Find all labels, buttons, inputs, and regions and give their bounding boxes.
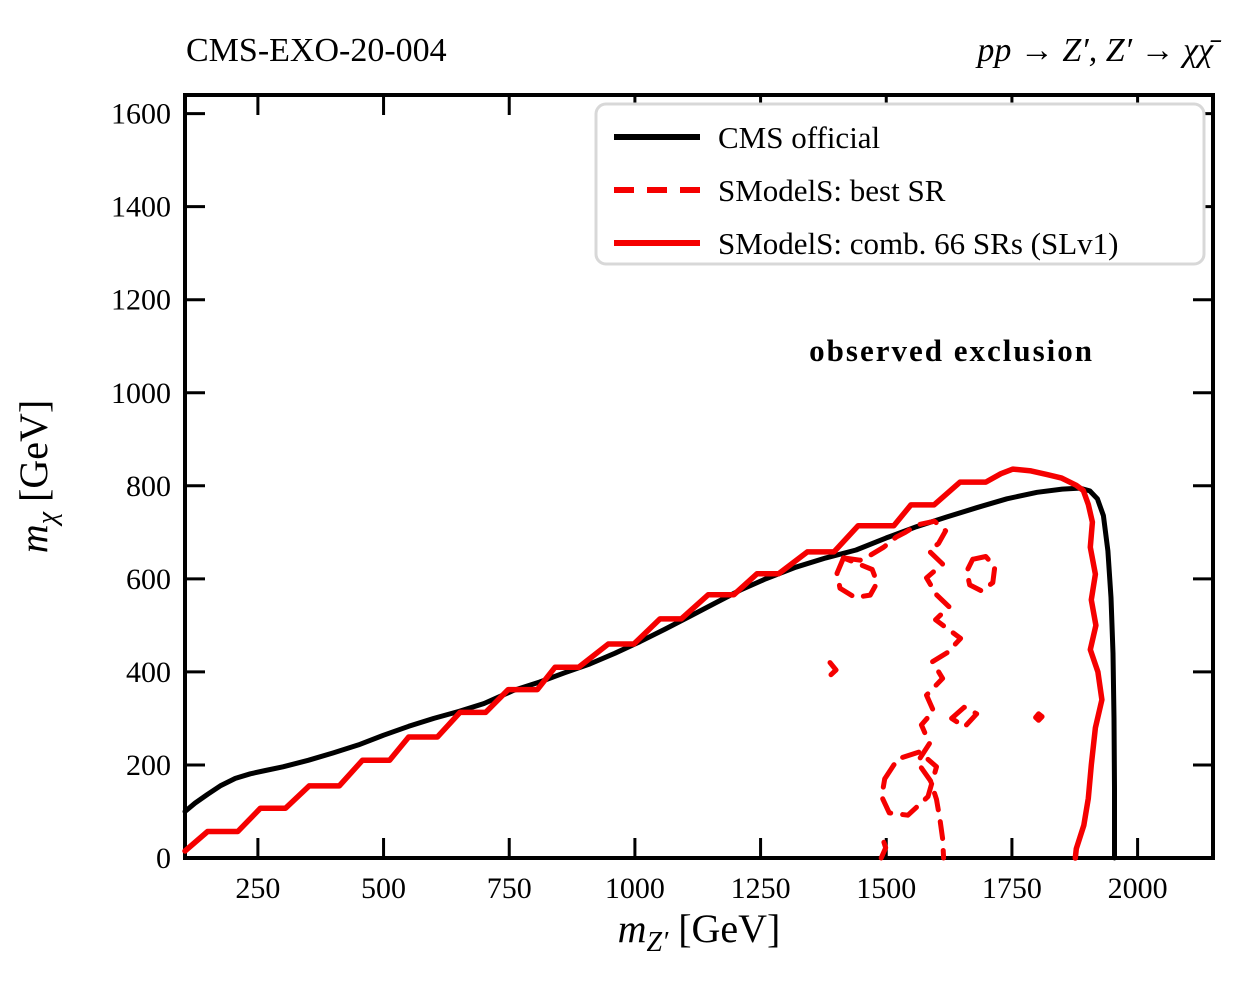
series-1-curve [827, 660, 839, 678]
series-1-curve [879, 749, 939, 818]
y-tick-label: 0 [156, 842, 171, 875]
series-1-curve [1033, 711, 1045, 723]
y-axis-label: mχ [GeV] [11, 400, 63, 553]
legend-label-1: SModelS: best SR [718, 173, 946, 208]
y-tick-label: 200 [126, 749, 171, 782]
x-tick-label: 250 [235, 872, 280, 905]
series-0-curve [182, 485, 1117, 861]
y-tick-label: 1000 [111, 377, 171, 410]
x-tick-label: 1750 [982, 872, 1042, 905]
x-tick-label: 750 [487, 872, 532, 905]
analysis-title: CMS-EXO-20-004 [186, 32, 447, 69]
legend-box [594, 102, 1206, 266]
axes-box [183, 93, 1215, 860]
series-1-curve [841, 518, 964, 861]
legend-label-0: CMS official [718, 120, 880, 155]
x-axis-label: mZ′ [GeV] [618, 906, 781, 958]
y-tick-label: 1400 [111, 191, 171, 224]
series-1-curve [964, 554, 998, 594]
x-tick-label: 1500 [856, 872, 916, 905]
x-tick-label: 1000 [605, 872, 665, 905]
x-tick-label: 2000 [1108, 872, 1168, 905]
process-title: pp → Z′, Z′ → χχ̄ [977, 32, 1213, 69]
annotation-observed-exclusion: observed exclusion [809, 333, 1094, 368]
series-2-curve [182, 466, 1105, 861]
y-tick-label: 1600 [111, 98, 171, 131]
series-1-curve [949, 704, 980, 730]
y-tick-label: 800 [126, 470, 171, 503]
x-tick-label: 500 [361, 872, 406, 905]
series-1-curve [878, 834, 889, 861]
legend-label-2: SModelS: comb. 66 SRs (SLv1) [718, 226, 1118, 261]
y-tick-label: 400 [126, 656, 171, 689]
y-tick-label: 600 [126, 563, 171, 596]
x-tick-label: 1250 [731, 872, 791, 905]
y-tick-label: 1200 [111, 284, 171, 317]
series-1-curve [834, 555, 880, 600]
